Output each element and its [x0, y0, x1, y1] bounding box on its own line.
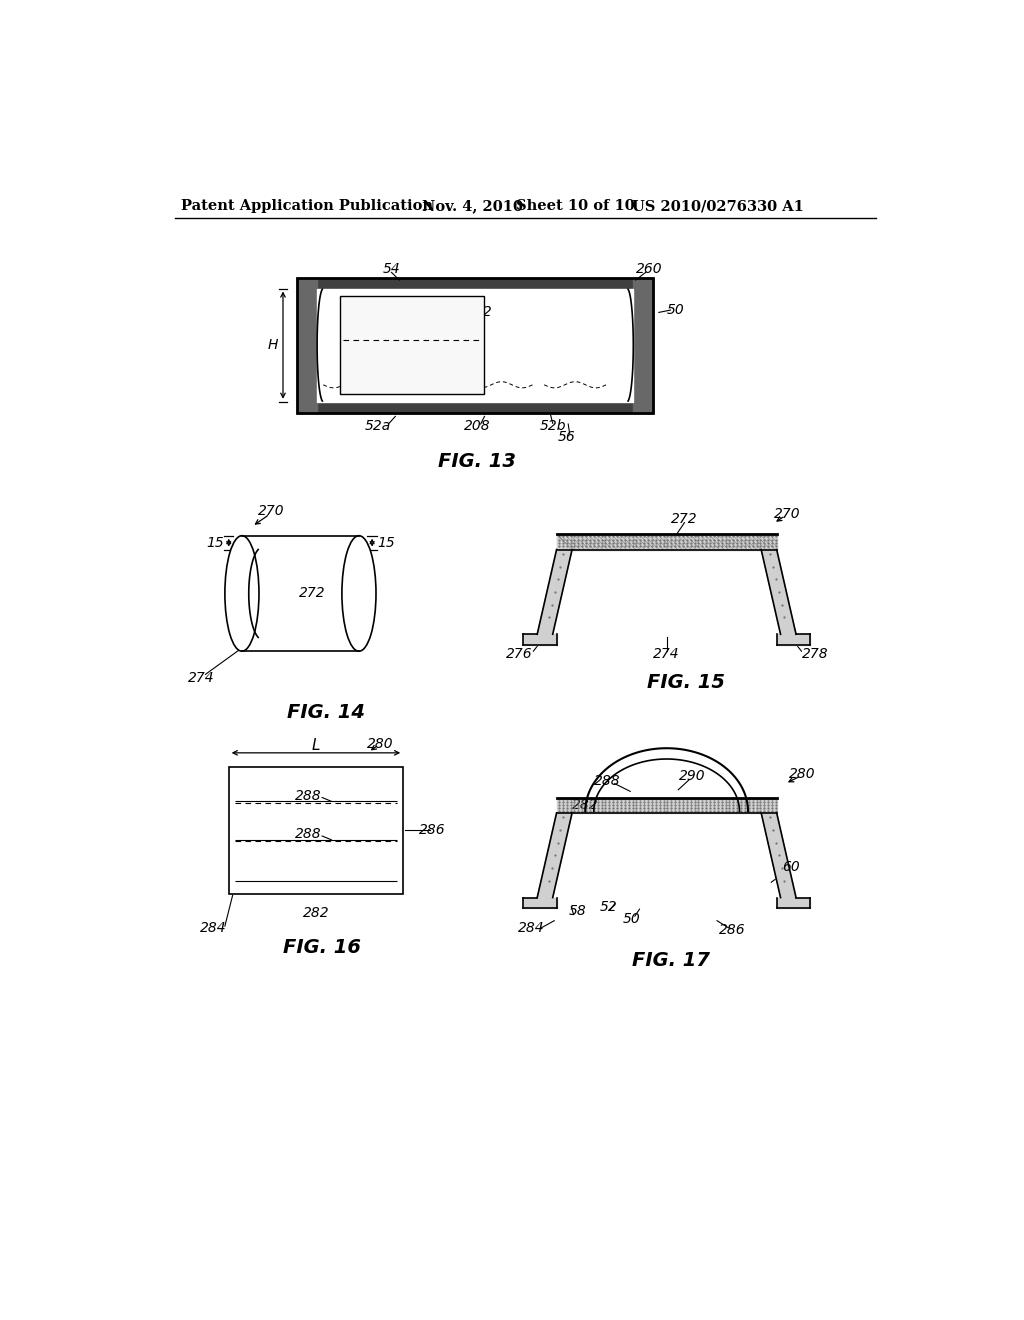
Text: 270: 270: [773, 507, 800, 521]
Text: 274: 274: [188, 671, 215, 685]
Text: 280: 280: [367, 737, 393, 751]
Text: US 2010/0276330 A1: US 2010/0276330 A1: [632, 199, 804, 213]
Text: 54: 54: [383, 261, 400, 276]
Ellipse shape: [342, 536, 376, 651]
Polygon shape: [538, 813, 572, 898]
Polygon shape: [776, 635, 810, 645]
Polygon shape: [523, 635, 557, 645]
Text: FIG. 13: FIG. 13: [437, 451, 516, 470]
Polygon shape: [297, 277, 317, 412]
Text: 278: 278: [802, 647, 828, 661]
Bar: [297, 277, 653, 412]
Ellipse shape: [225, 536, 259, 651]
Text: 284: 284: [518, 921, 545, 936]
Polygon shape: [297, 401, 653, 412]
Text: 286: 286: [419, 824, 445, 837]
Text: 272: 272: [671, 512, 697, 525]
Text: 52: 52: [342, 322, 360, 337]
Text: Nov. 4, 2010: Nov. 4, 2010: [423, 199, 523, 213]
Text: FIG. 14: FIG. 14: [287, 704, 365, 722]
Text: 56: 56: [558, 430, 575, 444]
Text: L: L: [311, 738, 321, 752]
Polygon shape: [633, 277, 653, 412]
Text: 284: 284: [200, 921, 226, 936]
Polygon shape: [557, 797, 776, 813]
Text: 92: 92: [474, 305, 492, 319]
Text: 286: 286: [719, 923, 745, 937]
Text: 288: 288: [594, 774, 621, 788]
Text: 92: 92: [454, 305, 472, 319]
Text: 288: 288: [295, 828, 322, 841]
Text: 272: 272: [299, 586, 326, 601]
Polygon shape: [297, 277, 653, 289]
Text: 58: 58: [568, 904, 587, 919]
Text: 60: 60: [782, 859, 801, 874]
Text: 50: 50: [623, 912, 641, 927]
Text: 50: 50: [667, 304, 684, 317]
Polygon shape: [557, 535, 776, 549]
Text: 280: 280: [788, 767, 815, 781]
Text: 288: 288: [295, 789, 322, 803]
Text: Patent Application Publication: Patent Application Publication: [180, 199, 433, 213]
Text: FIG. 16: FIG. 16: [283, 939, 360, 957]
Text: 274: 274: [653, 647, 680, 661]
Bar: [340, 296, 483, 395]
Text: 15: 15: [206, 536, 223, 549]
Polygon shape: [761, 549, 796, 635]
Text: 276: 276: [506, 647, 532, 661]
Text: 208: 208: [464, 420, 490, 433]
Text: FIG. 17: FIG. 17: [632, 952, 710, 970]
Text: 290: 290: [679, 770, 706, 783]
Bar: [228, 767, 403, 894]
Text: FIG. 15: FIG. 15: [647, 672, 725, 692]
Text: H: H: [268, 338, 279, 352]
Text: 270: 270: [258, 504, 285, 517]
Polygon shape: [557, 535, 776, 549]
Polygon shape: [317, 289, 633, 401]
Text: 52b: 52b: [540, 420, 566, 433]
Text: 282: 282: [572, 799, 599, 812]
Text: 15: 15: [377, 536, 395, 549]
Text: 52a: 52a: [365, 420, 391, 433]
Polygon shape: [242, 536, 359, 651]
Text: Sheet 10 of 10: Sheet 10 of 10: [515, 199, 634, 213]
Text: 260: 260: [636, 261, 663, 276]
Text: 282: 282: [303, 906, 330, 920]
Polygon shape: [761, 813, 796, 898]
Polygon shape: [538, 549, 572, 635]
Polygon shape: [523, 898, 557, 908]
Polygon shape: [776, 898, 810, 908]
Text: 52: 52: [600, 900, 617, 913]
